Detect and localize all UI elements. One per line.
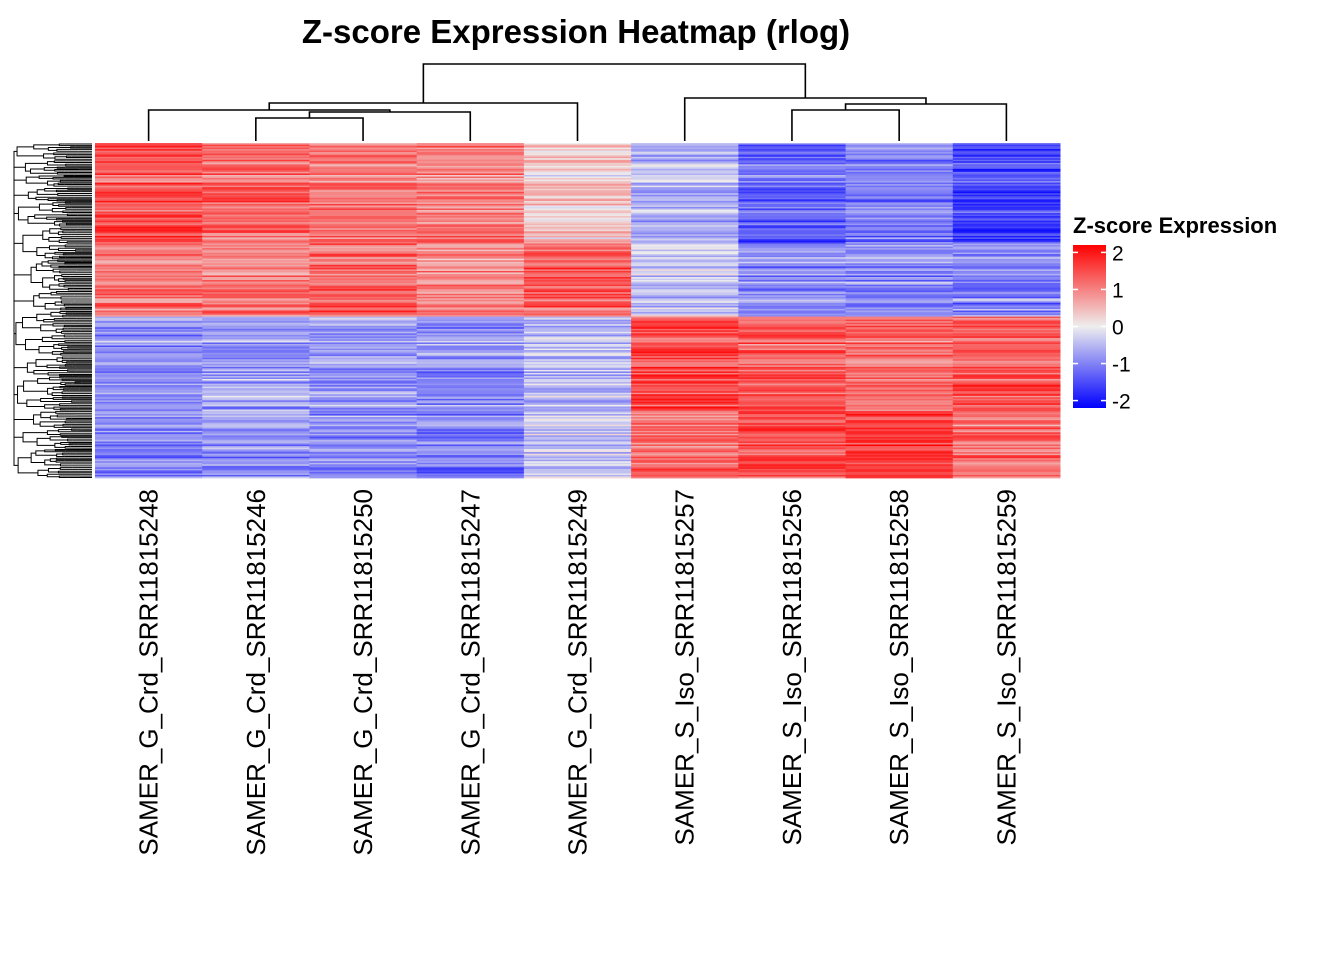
dendrogram-branch — [309, 112, 470, 141]
legend-tick-label: 2 — [1112, 242, 1124, 265]
dendrogram-branch — [423, 64, 805, 103]
dendrogram-branch — [24, 381, 48, 391]
dendrogram-branch — [34, 145, 60, 149]
heatmap-chart: Z-score Expression Heatmap (rlog) SAMER_… — [0, 0, 1344, 960]
column-label: SAMER_S_Iso_SRR11815259 — [991, 489, 1021, 846]
dendrogram-branch — [41, 412, 56, 417]
heatmap-cell — [309, 476, 417, 478]
heatmap-cell — [738, 476, 846, 478]
row-dendrogram — [14, 144, 92, 477]
column-labels: SAMER_G_Crd_SRR11815248 SAMER_G_Crd_SRR11… — [134, 489, 1022, 856]
dendrogram-branch — [37, 248, 50, 256]
heatmap-cell — [202, 476, 310, 478]
legend-tick-label: 1 — [1112, 279, 1124, 302]
heatmap-cell — [95, 476, 203, 478]
dendrogram-branch — [14, 151, 25, 167]
dendrogram-branch — [37, 190, 58, 195]
dendrogram-branch — [43, 278, 55, 287]
dendrogram-branch — [23, 433, 47, 442]
column-label: SAMER_G_Crd_SRR11815249 — [563, 489, 593, 856]
dendrogram-branch — [18, 458, 38, 473]
dendrogram-branch — [45, 405, 60, 408]
heatmap-cell — [846, 476, 954, 478]
dendrogram-branch — [50, 459, 56, 462]
dendrogram-branch — [17, 147, 44, 156]
dendrogram-branch — [68, 439, 74, 441]
dendrogram-branch — [75, 382, 81, 383]
column-label: SAMER_S_Iso_SRR11815256 — [777, 489, 807, 846]
legend-tick-label: -1 — [1112, 354, 1131, 377]
dendrogram-branch — [60, 311, 66, 313]
dendrogram-branch — [45, 304, 61, 309]
heatmap-body — [95, 143, 1061, 478]
dendrogram-branch — [256, 118, 363, 141]
column-label: SAMER_G_Crd_SRR11815250 — [348, 489, 378, 856]
heatmap-cell — [953, 476, 1061, 478]
dendrogram-branch — [65, 421, 76, 423]
dendrogram-branch — [23, 235, 43, 251]
dendrogram-branch — [39, 294, 61, 298]
column-label: SAMER_G_Crd_SRR11815248 — [134, 489, 164, 856]
dendrogram-branch — [35, 215, 68, 218]
heatmap-cell — [631, 476, 739, 478]
dendrogram-branch — [39, 346, 54, 352]
heatmap-cell — [524, 476, 632, 478]
dendrogram-branch — [58, 430, 71, 432]
dendrogram-branch — [66, 208, 73, 210]
dendrogram-branch — [37, 438, 55, 445]
heatmap-cell — [417, 476, 525, 478]
dendrogram-branch — [14, 420, 34, 438]
column-label: SAMER_G_Crd_SRR11815247 — [455, 489, 485, 856]
dendrogram-branch — [18, 386, 27, 403]
legend-tick-label: -2 — [1112, 391, 1131, 414]
dendrogram-branch — [60, 464, 72, 466]
dendrogram-branch — [66, 307, 78, 308]
dendrogram-branch — [42, 337, 65, 341]
dendrogram-branch — [34, 371, 68, 374]
legend-tick-label: 0 — [1112, 317, 1124, 340]
column-label: SAMER_G_Crd_SRR11815246 — [241, 489, 271, 856]
dendrogram-branch — [50, 229, 61, 233]
dendrogram-branch — [16, 323, 26, 345]
column-label: SAMER_S_Iso_SRR11815257 — [670, 489, 700, 846]
dendrogram-branch — [22, 317, 40, 327]
dendrogram-branch — [149, 110, 390, 141]
chart-title: Z-score Expression Heatmap (rlog) — [302, 13, 850, 50]
dendrogram-branch — [14, 428, 18, 465]
column-dendrogram — [149, 64, 1007, 141]
dendrogram-branch — [76, 250, 82, 251]
dendrogram-branch — [57, 358, 62, 361]
column-label: SAMER_S_Iso_SRR11815258 — [884, 489, 914, 846]
dendrogram-branch — [792, 110, 899, 141]
legend-title: Z-score Expression — [1073, 213, 1277, 238]
dendrogram-branch — [63, 424, 71, 426]
dendrogram-branch — [39, 204, 52, 210]
dendrogram-branch — [31, 453, 45, 462]
dendrogram-branch — [26, 339, 43, 349]
color-legend: Z-score Expression 2 1 0 -1 -2 — [1073, 213, 1277, 414]
dendrogram-branch — [27, 400, 45, 406]
dendrogram-branch — [55, 449, 66, 450]
dendrogram-branch — [269, 103, 577, 141]
dendrogram-branch — [49, 246, 65, 249]
dendrogram-branch — [42, 262, 51, 266]
dendrogram-branch — [62, 436, 71, 437]
